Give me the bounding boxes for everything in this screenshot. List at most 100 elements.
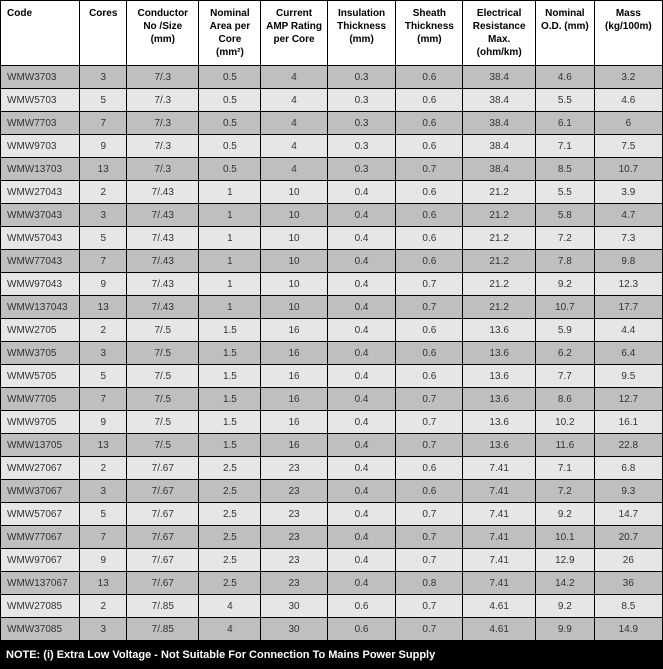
cell-value: 0.7 (396, 388, 462, 410)
cell-value: 7 (80, 112, 126, 134)
cell-value: 0.4 (328, 526, 396, 548)
col-cores: Cores (80, 1, 126, 65)
cell-code: WMW3703 (1, 66, 79, 88)
cell-value: 0.6 (396, 112, 462, 134)
cell-code: WMW77043 (1, 250, 79, 272)
table-row: WMW9706797/.672.5230.40.77.4112.926 (1, 549, 662, 571)
cell-value: 21.2 (463, 296, 535, 318)
cell-value: 10 (261, 273, 326, 295)
cell-code: WMW5703 (1, 89, 79, 111)
cell-value: 7/.5 (127, 411, 198, 433)
cell-value: 23 (261, 503, 326, 525)
cell-value: 0.6 (396, 480, 462, 502)
table-row: WMW370537/.51.5160.40.613.66.26.4 (1, 342, 662, 364)
cell-value: 1 (199, 296, 260, 318)
cell-value: 7 (80, 388, 126, 410)
footnote: NOTE: (i) Extra Low Voltage - Not Suitab… (0, 641, 663, 669)
cell-value: 4.61 (463, 595, 535, 617)
table-row: WMW2706727/.672.5230.40.67.417.16.8 (1, 457, 662, 479)
cell-value: 0.4 (328, 181, 396, 203)
cell-value: 0.5 (199, 135, 260, 157)
cell-value: 38.4 (463, 66, 535, 88)
table-row: WMW3706737/.672.5230.40.67.417.29.3 (1, 480, 662, 502)
cell-value: 1 (199, 227, 260, 249)
cell-value: 7/.3 (127, 66, 198, 88)
cell-value: 38.4 (463, 89, 535, 111)
cell-value: 0.4 (328, 250, 396, 272)
cell-value: 0.4 (328, 434, 396, 456)
cell-value: 0.5 (199, 89, 260, 111)
cell-value: 13 (80, 434, 126, 456)
cell-value: 9.9 (536, 618, 594, 640)
table-row: WMW13705137/.51.5160.40.713.611.622.8 (1, 434, 662, 456)
cell-value: 3.2 (595, 66, 662, 88)
cell-value: 7/.5 (127, 342, 198, 364)
cell-value: 16 (261, 388, 326, 410)
cell-value: 4 (261, 112, 326, 134)
cell-value: 7/.3 (127, 135, 198, 157)
col-area: Nominal Area per Core (mm²) (199, 1, 260, 65)
cell-value: 0.4 (328, 480, 396, 502)
cell-value: 0.4 (328, 572, 396, 594)
cell-code: WMW27067 (1, 457, 79, 479)
cell-value: 7.7 (536, 365, 594, 387)
cell-value: 0.3 (328, 89, 396, 111)
col-resistance: Electrical Resistance Max. (ohm/km) (463, 1, 535, 65)
cell-value: 2.5 (199, 572, 260, 594)
cell-value: 0.3 (328, 66, 396, 88)
table-row: WMW770577/.51.5160.40.713.68.612.7 (1, 388, 662, 410)
cell-code: WMW37085 (1, 618, 79, 640)
cell-value: 7/.3 (127, 89, 198, 111)
cell-value: 22.8 (595, 434, 662, 456)
cell-value: 0.4 (328, 503, 396, 525)
cell-code: WMW97067 (1, 549, 79, 571)
cell-value: 6.1 (536, 112, 594, 134)
cell-value: 3 (80, 204, 126, 226)
cell-value: 7.41 (463, 480, 535, 502)
col-insulation: Insulation Thickness (mm) (328, 1, 396, 65)
table-row: WMW3708537/.854300.60.74.619.914.9 (1, 618, 662, 640)
cell-value: 3 (80, 618, 126, 640)
cell-value: 7 (80, 250, 126, 272)
cell-value: 16 (261, 319, 326, 341)
cell-value: 0.6 (396, 250, 462, 272)
table-row: WMW13703137/.30.540.30.738.48.510.7 (1, 158, 662, 180)
cell-value: 0.4 (328, 204, 396, 226)
table-row: WMW137043137/.431100.40.721.210.717.7 (1, 296, 662, 318)
cell-value: 0.4 (328, 365, 396, 387)
cell-value: 6.4 (595, 342, 662, 364)
cell-value: 36 (595, 572, 662, 594)
cell-value: 20.7 (595, 526, 662, 548)
cell-value: 2.5 (199, 480, 260, 502)
cell-value: 0.7 (396, 411, 462, 433)
cell-value: 16 (261, 342, 326, 364)
cell-value: 2 (80, 181, 126, 203)
cell-value: 21.2 (463, 273, 535, 295)
cell-value: 7.2 (536, 480, 594, 502)
cell-value: 5.5 (536, 89, 594, 111)
cell-value: 13 (80, 572, 126, 594)
cell-value: 2.5 (199, 526, 260, 548)
cell-value: 7/.43 (127, 181, 198, 203)
cell-code: WMW57043 (1, 227, 79, 249)
cell-value: 3.9 (595, 181, 662, 203)
table-row: WMW137067137/.672.5230.40.87.4114.236 (1, 572, 662, 594)
cell-value: 0.8 (396, 572, 462, 594)
cell-value: 6.8 (595, 457, 662, 479)
cell-value: 7/.67 (127, 480, 198, 502)
cell-value: 7/.5 (127, 388, 198, 410)
cell-value: 0.5 (199, 66, 260, 88)
cell-value: 14.2 (536, 572, 594, 594)
cell-value: 0.3 (328, 158, 396, 180)
cell-value: 13 (80, 296, 126, 318)
cell-value: 9.2 (536, 595, 594, 617)
cell-code: WMW13705 (1, 434, 79, 456)
cell-value: 30 (261, 595, 326, 617)
cell-code: WMW7703 (1, 112, 79, 134)
cell-value: 0.4 (328, 457, 396, 479)
cell-value: 7.1 (536, 457, 594, 479)
cell-value: 0.7 (396, 434, 462, 456)
table-row: WMW2708527/.854300.60.74.619.28.5 (1, 595, 662, 617)
cell-value: 10 (261, 204, 326, 226)
cell-value: 0.4 (328, 273, 396, 295)
